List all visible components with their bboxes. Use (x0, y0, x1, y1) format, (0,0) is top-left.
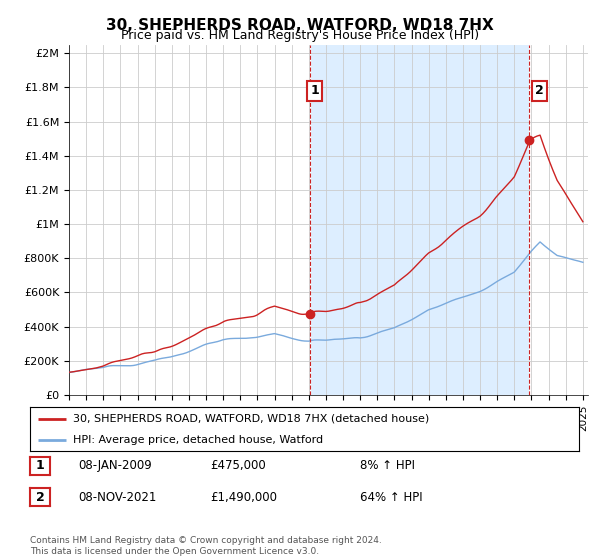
Text: 2: 2 (35, 491, 44, 504)
Text: £475,000: £475,000 (210, 459, 266, 473)
Text: 1: 1 (310, 85, 319, 97)
Text: HPI: Average price, detached house, Watford: HPI: Average price, detached house, Watf… (73, 435, 323, 445)
Text: 8% ↑ HPI: 8% ↑ HPI (360, 459, 415, 473)
Text: 1: 1 (35, 459, 44, 473)
Bar (529, 45, 592, 395)
Text: 2: 2 (535, 85, 544, 97)
Text: 64% ↑ HPI: 64% ↑ HPI (360, 491, 422, 504)
Text: £1,490,000: £1,490,000 (210, 491, 277, 504)
Text: 08-NOV-2021: 08-NOV-2021 (78, 491, 157, 504)
Bar (310, 45, 529, 395)
Bar (69, 45, 310, 395)
Text: Contains HM Land Registry data © Crown copyright and database right 2024.
This d: Contains HM Land Registry data © Crown c… (30, 536, 382, 556)
Text: 08-JAN-2009: 08-JAN-2009 (78, 459, 152, 473)
Text: 30, SHEPHERDS ROAD, WATFORD, WD18 7HX (detached house): 30, SHEPHERDS ROAD, WATFORD, WD18 7HX (d… (73, 414, 429, 424)
Text: 30, SHEPHERDS ROAD, WATFORD, WD18 7HX: 30, SHEPHERDS ROAD, WATFORD, WD18 7HX (106, 18, 494, 33)
Text: Price paid vs. HM Land Registry's House Price Index (HPI): Price paid vs. HM Land Registry's House … (121, 29, 479, 42)
